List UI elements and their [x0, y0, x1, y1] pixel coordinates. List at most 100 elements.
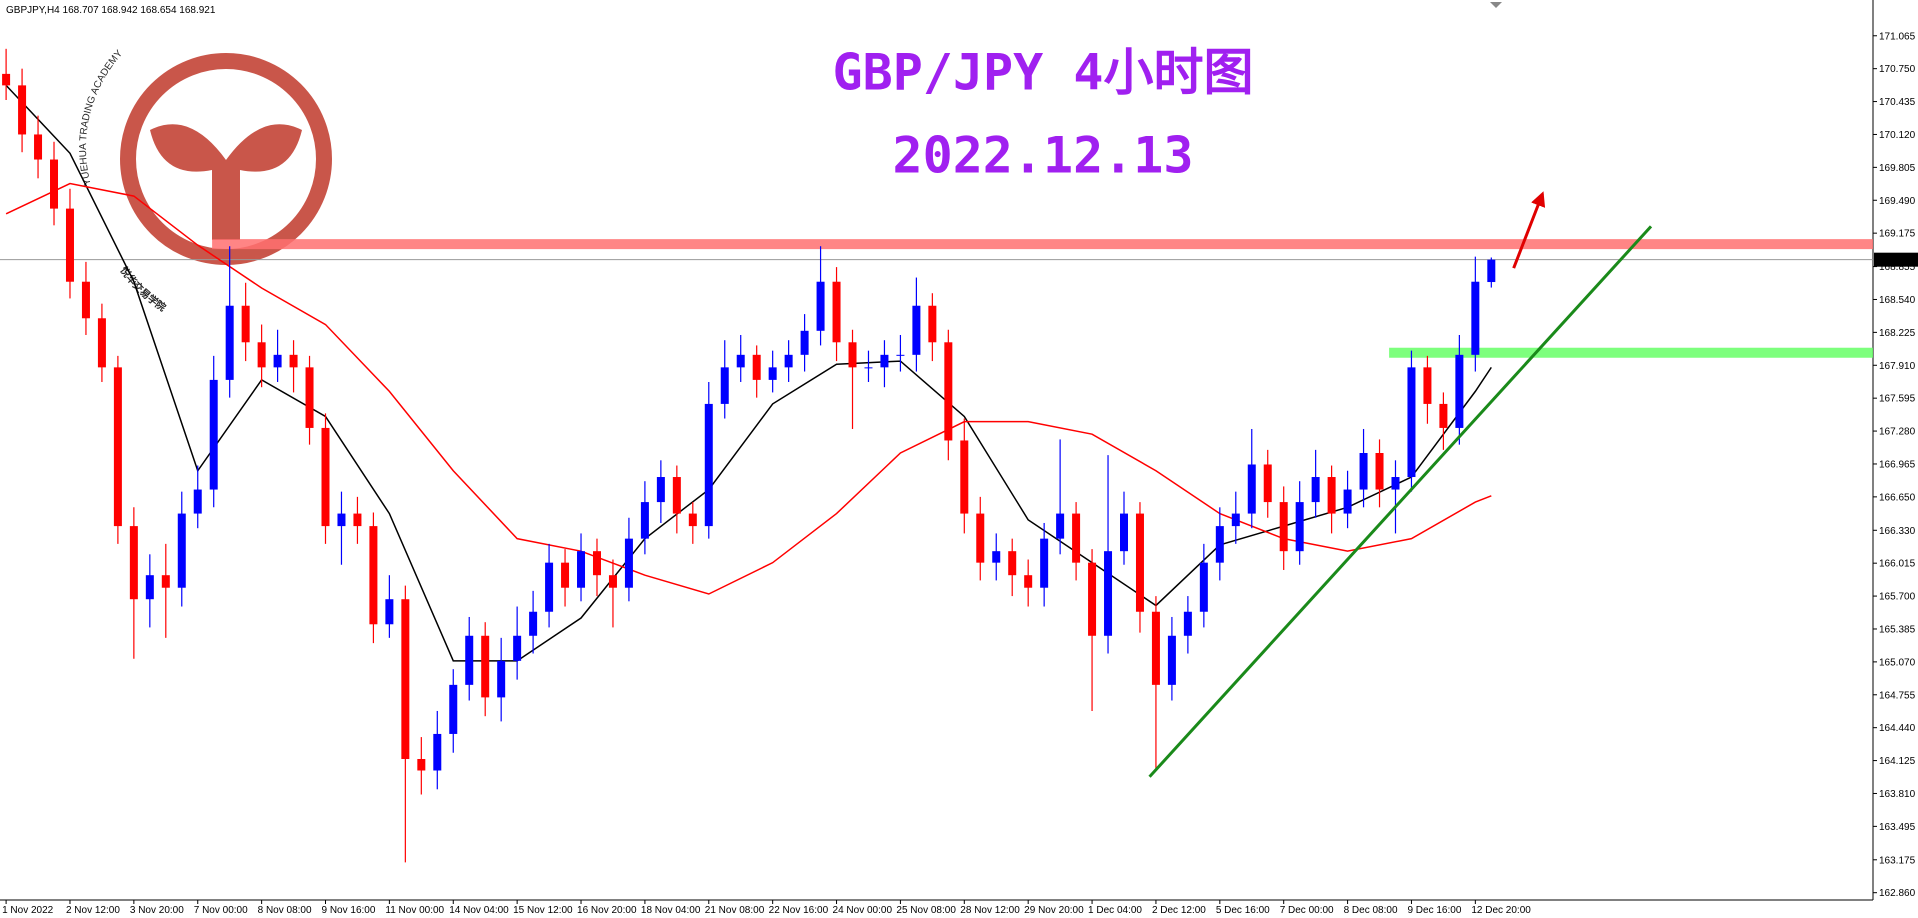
candle-body: [177, 513, 186, 588]
level-band: [1389, 347, 1873, 358]
candle-body: [816, 281, 825, 331]
y-tick-label: 164.125: [1879, 756, 1916, 767]
candle-body: [640, 502, 649, 539]
candle-body: [65, 208, 74, 282]
candle-body: [624, 538, 633, 588]
y-tick-label: 166.015: [1879, 559, 1916, 570]
candle-body: [1391, 477, 1400, 490]
candle-body: [161, 575, 170, 588]
candle-body: [832, 281, 841, 343]
candle-body: [976, 513, 985, 563]
candle-body: [720, 367, 729, 404]
x-tick-label: 5 Dec 16:00: [1216, 905, 1270, 916]
candle-body: [1024, 575, 1033, 588]
candle-body: [688, 513, 697, 527]
candle-body: [944, 342, 953, 441]
candle-body: [928, 305, 937, 343]
candle-body: [608, 575, 617, 588]
candle-body: [209, 379, 218, 490]
candle-body: [417, 759, 426, 771]
candle-body: [34, 134, 43, 160]
logo-shape: [150, 124, 302, 240]
candle-body: [752, 354, 761, 380]
candle-body: [1279, 502, 1288, 552]
x-tick-label: 28 Nov 12:00: [960, 905, 1020, 916]
y-tick-label: 169.490: [1879, 196, 1916, 207]
candle-body: [784, 354, 793, 368]
candle-body: [1247, 464, 1256, 514]
trendline: [1148, 225, 1653, 778]
x-tick-label: 8 Nov 08:00: [258, 905, 312, 916]
candle-body: [18, 85, 27, 135]
x-tick-label: 2 Dec 12:00: [1152, 905, 1206, 916]
x-tick-label: 22 Nov 16:00: [769, 905, 829, 916]
y-tick-label: 166.330: [1879, 526, 1916, 537]
x-tick-label: 1 Dec 04:00: [1088, 905, 1142, 916]
header: GBPJPY,H4 168.707 168.942 168.654 168.92…: [6, 5, 216, 16]
y-tick-label: 169.175: [1879, 229, 1916, 240]
candle-body: [992, 551, 1001, 563]
candle-body: [497, 660, 506, 698]
candle-body: [1231, 513, 1240, 527]
chart-subtitle: 2022.12.13: [892, 127, 1193, 185]
candle-body: [433, 733, 442, 771]
x-tick-label: 25 Nov 08:00: [896, 905, 956, 916]
candle-body: [592, 551, 601, 576]
candle-body: [864, 367, 873, 369]
candle-body: [273, 354, 282, 368]
y-tick-label: 164.440: [1879, 723, 1916, 734]
current-price-label: 168.921: [1878, 255, 1915, 266]
x-tick-label: 7 Dec 00:00: [1280, 905, 1334, 916]
candle-body: [50, 159, 59, 209]
candle-body: [1056, 513, 1065, 539]
candle-body: [1215, 526, 1224, 563]
y-tick-label: 167.910: [1879, 361, 1916, 372]
candle-body: [1407, 367, 1416, 478]
y-tick-label: 169.805: [1879, 163, 1916, 174]
y-tick-label: 165.070: [1879, 657, 1916, 668]
x-tick-label: 16 Nov 20:00: [577, 905, 637, 916]
x-tick-label: 2 Nov 12:00: [66, 905, 120, 916]
y-tick-label: 162.860: [1879, 888, 1916, 899]
candle-body: [1311, 477, 1320, 503]
x-tick-label: 12 Dec 20:00: [1471, 905, 1531, 916]
y-tick-label: 168.225: [1879, 328, 1916, 339]
candle-body: [1455, 354, 1464, 428]
candle-body: [369, 526, 378, 625]
candle-body: [1183, 611, 1192, 636]
x-tick-label: 24 Nov 00:00: [833, 905, 893, 916]
candle-body: [385, 599, 394, 625]
y-tick-label: 171.065: [1879, 31, 1916, 42]
candle-body: [305, 367, 314, 428]
level-band: [212, 239, 1873, 250]
candle-body: [1327, 477, 1336, 514]
candle-body: [1104, 551, 1113, 636]
candle-body: [896, 354, 905, 356]
candle-body: [1471, 281, 1480, 355]
y-tick-label: 163.175: [1879, 855, 1916, 866]
x-tick-label: 9 Nov 16:00: [322, 905, 376, 916]
candle-body: [193, 489, 202, 514]
candle-body: [768, 367, 777, 380]
candle-body: [401, 599, 410, 760]
candle-body: [656, 477, 665, 503]
candle-body: [1072, 513, 1081, 563]
candle-body: [1088, 562, 1097, 636]
y-tick-label: 166.650: [1879, 492, 1916, 503]
candle-body: [1343, 489, 1352, 514]
candle-body: [880, 354, 889, 368]
candle-body: [257, 342, 266, 368]
y-tick-label: 170.120: [1879, 130, 1916, 141]
candle-body: [337, 513, 346, 527]
candle-body: [481, 635, 490, 698]
y-tick-label: 167.595: [1879, 394, 1916, 405]
y-tick-label: 163.495: [1879, 822, 1916, 833]
candle-body: [1295, 502, 1304, 552]
chart-title: GBP/JPY 4小时图: [833, 44, 1254, 102]
scroll-marker: [1490, 2, 1502, 8]
candle-body: [449, 684, 458, 734]
logo-ring: [120, 53, 332, 265]
candle-body: [113, 367, 122, 527]
candle-body: [129, 526, 138, 600]
candle-body: [1423, 367, 1432, 404]
